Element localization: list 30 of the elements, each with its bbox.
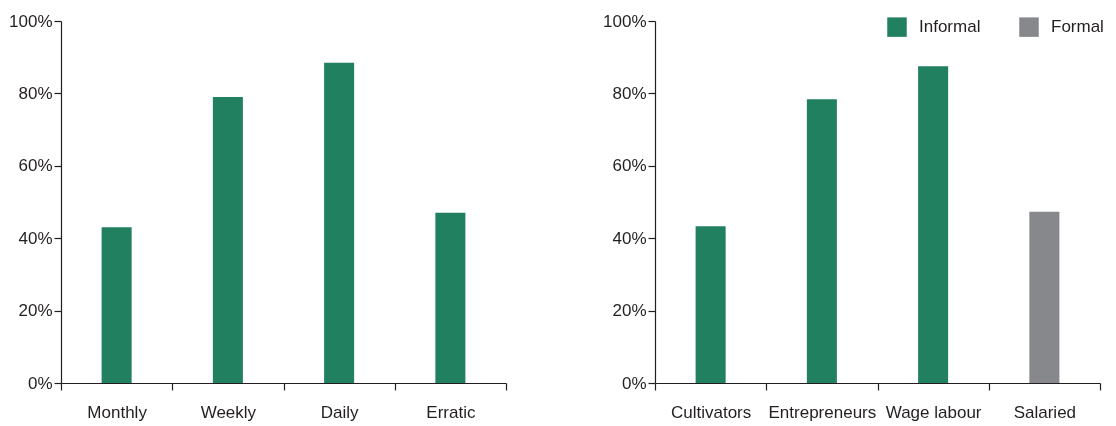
y-tick-label: 40% (18, 228, 53, 248)
bar (806, 99, 837, 383)
y-tick-label: 60% (18, 156, 53, 176)
x-tick-label: Entrepreneurs (768, 402, 877, 422)
y-tick-label: 0% (27, 373, 53, 393)
y-tick-label: 40% (612, 228, 647, 248)
y-tick-label: 20% (612, 301, 647, 321)
y-tick-label: 80% (612, 83, 647, 103)
bar (212, 97, 243, 383)
legend-label: Formal (1051, 17, 1104, 37)
bar (435, 212, 466, 383)
x-tick-label: Erratic (426, 402, 476, 422)
bar (324, 62, 355, 383)
y-tick-label: 100% (603, 11, 647, 31)
x-tick-label: Weekly (200, 402, 257, 422)
x-tick-label: Monthly (87, 402, 148, 422)
bar (101, 227, 132, 383)
y-tick-label: 100% (9, 11, 53, 31)
x-tick-label: Salaried (1013, 402, 1077, 422)
x-tick-label: Cultivators (670, 402, 752, 422)
bar (695, 226, 726, 383)
y-tick-label: 0% (621, 373, 647, 393)
bar (1029, 211, 1060, 383)
x-tick-label: Daily (320, 402, 360, 422)
y-tick-label: 60% (612, 156, 647, 176)
y-tick-label: 20% (18, 301, 53, 321)
legend-label: Informal (919, 17, 981, 37)
y-tick-label: 80% (18, 83, 53, 103)
bar (918, 66, 949, 383)
x-tick-label: Wage labour (885, 402, 982, 422)
